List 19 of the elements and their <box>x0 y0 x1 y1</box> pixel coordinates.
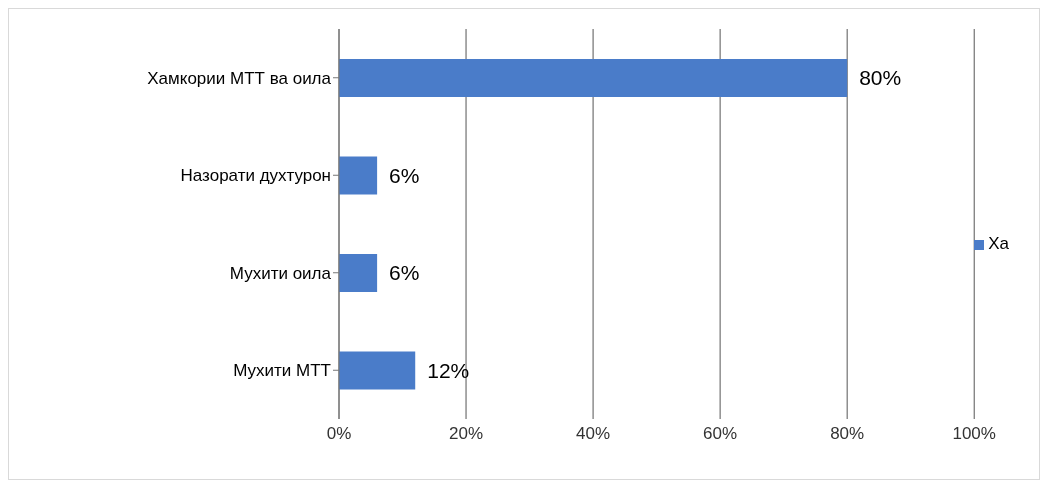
legend-label: Ха <box>988 234 1009 253</box>
bar <box>339 156 378 195</box>
y-tick-label: Назорати духтурон <box>180 166 331 186</box>
y-tick-label: Хамкории МТТ ва оила <box>147 68 332 88</box>
x-tick-label: 80% <box>830 424 865 444</box>
data-label: 6% <box>389 163 420 187</box>
data-label: 6% <box>389 261 420 285</box>
data-label: 12% <box>427 358 470 382</box>
x-tick-label: 40% <box>576 424 611 444</box>
bar <box>339 59 848 97</box>
bar <box>339 351 416 390</box>
x-tick-label: 0% <box>326 424 352 444</box>
y-tick-label: Мухити МТТ <box>233 361 331 381</box>
x-tick-label: 100% <box>952 424 996 444</box>
y-tick-label: Мухити оила <box>229 263 332 283</box>
bar <box>339 254 378 292</box>
x-tick-label: 20% <box>449 424 484 444</box>
data-label: 80% <box>859 66 902 90</box>
x-tick-label: 60% <box>703 424 738 444</box>
